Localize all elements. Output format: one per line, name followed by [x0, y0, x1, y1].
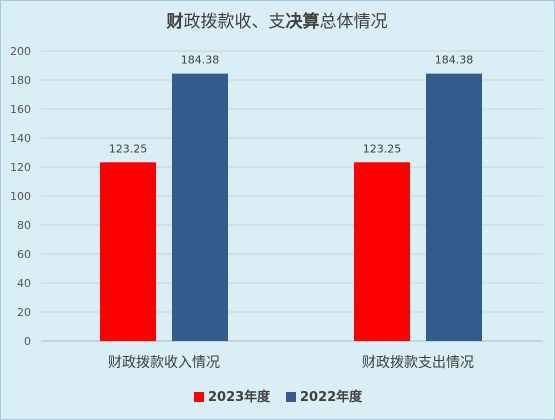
- chart-title-part: 政拨款收、支: [184, 12, 286, 32]
- legend-label: 2023年度: [208, 389, 271, 405]
- bar-value-label: 184.38: [435, 54, 474, 67]
- x-axis-category-label: 财政拨款支出情况: [362, 355, 474, 371]
- bar-value-label: 123.25: [109, 142, 148, 155]
- y-axis-ticks: 0 20 40 60 80 100 120 140 160 180 200: [10, 45, 31, 348]
- y-tick-label: 160: [10, 103, 31, 116]
- chart-title-part: 总体情况: [320, 12, 388, 32]
- y-tick-label: 40: [17, 277, 31, 290]
- y-tick-label: 60: [17, 248, 31, 261]
- y-tick-label: 120: [10, 161, 31, 174]
- bar: [100, 162, 156, 341]
- bars: [100, 73, 482, 342]
- chart-title: 财政拨款收、支决算总体情况: [166, 11, 388, 32]
- x-axis-category-label: 财政拨款收入情况: [108, 355, 220, 371]
- legend-swatch: [194, 392, 204, 402]
- x-axis-categories: 财政拨款收入情况 财政拨款支出情况: [108, 355, 474, 371]
- y-tick-label: 200: [10, 45, 31, 58]
- chart-title-part: 决算: [286, 11, 320, 32]
- y-tick-label: 100: [10, 190, 31, 203]
- y-tick-label: 0: [24, 335, 31, 348]
- y-tick-label: 80: [17, 219, 31, 232]
- bar-value-label: 123.25: [363, 142, 402, 155]
- y-tick-label: 180: [10, 74, 31, 87]
- legend: 2023年度 2022年度: [194, 389, 363, 405]
- bar-value-label: 184.38: [181, 54, 220, 67]
- bar: [354, 162, 410, 341]
- bar: [172, 73, 228, 342]
- bar: [426, 73, 482, 342]
- y-tick-label: 140: [10, 132, 31, 145]
- legend-swatch: [286, 392, 296, 402]
- legend-label: 2022年度: [300, 389, 363, 405]
- y-tick-label: 20: [17, 306, 31, 319]
- chart-title-part: 财: [166, 11, 184, 32]
- value-labels: 123.25 123.25 184.38 184.38: [109, 54, 474, 156]
